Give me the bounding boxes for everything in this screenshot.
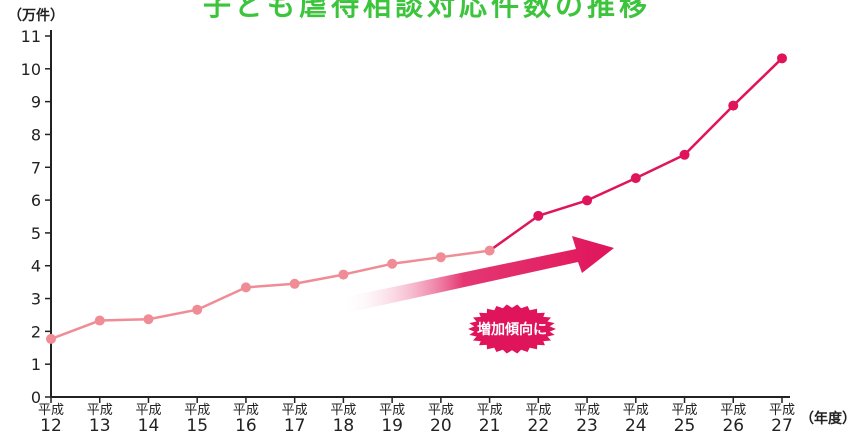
x-tick-era-label: 平成 (477, 403, 503, 418)
x-tick-year-label: 17 (284, 416, 306, 435)
series-line-segment (488, 214, 540, 252)
x-tick-era-label: 平成 (379, 403, 405, 418)
annotation-text: 増加傾向に (477, 321, 547, 338)
series-line-segment (342, 262, 394, 276)
series-line-segment (683, 104, 735, 157)
data-point (484, 245, 495, 256)
series-line-segment (293, 273, 345, 286)
series-line-segment (439, 249, 491, 259)
x-tick-era-label: 平成 (38, 403, 64, 418)
x-tick-year-label: 24 (625, 416, 647, 435)
x-tick-era-label: 平成 (720, 403, 746, 418)
chart-title: 子ども虐待相談対応件数の推移 (202, 0, 651, 22)
x-tick-year-label: 13 (89, 416, 111, 435)
y-tick-label: 3 (31, 290, 41, 309)
series-line-segment (634, 153, 686, 180)
data-point (387, 258, 398, 269)
x-tick-era-label: 平成 (184, 403, 210, 418)
series-line-segment (585, 176, 638, 202)
data-point (582, 195, 593, 206)
annotation-badge-shape (468, 304, 556, 354)
data-point (777, 53, 787, 64)
y-tick-label: 9 (31, 93, 41, 112)
y-tick-label: 2 (31, 322, 41, 341)
x-tick-year-label: 15 (186, 416, 208, 435)
y-tick-label: 1 (31, 355, 41, 374)
x-tick-year-label: 26 (722, 416, 744, 435)
y-tick-label: 5 (31, 224, 41, 243)
x-tick-year-label: 16 (235, 416, 257, 435)
series-line-segment (98, 317, 150, 322)
y-tick-label: 0 (31, 388, 41, 407)
x-tick-year-label: 27 (771, 416, 793, 435)
x-tick-year-label: 25 (674, 416, 696, 435)
y-tick-label: 11 (21, 27, 41, 46)
y-tick-label: 10 (21, 60, 41, 79)
y-ticks: 0 1 2 3 4 5 6 7 8 9 10 11 (21, 27, 51, 407)
x-ticks: 平成12平成13平成14平成15平成16平成17平成18平成19平成20平成21… (38, 397, 795, 435)
series-line-segment (147, 308, 199, 321)
data-point (94, 315, 105, 326)
data-point (240, 282, 251, 293)
data-point (46, 333, 56, 344)
x-tick-era-label: 平成 (135, 403, 161, 418)
axes (50, 30, 790, 398)
data-point (192, 304, 203, 315)
x-tick-year-label: 18 (333, 416, 355, 435)
x-tick-year-label: 12 (40, 416, 62, 435)
x-tick-era-label: 平成 (623, 403, 649, 418)
data-point (728, 100, 739, 111)
x-tick-era-label: 平成 (282, 403, 308, 418)
x-tick-era-label: 平成 (233, 403, 259, 418)
trend-arrow (340, 236, 614, 314)
x-tick-year-label: 14 (138, 416, 160, 435)
data-point (630, 173, 641, 184)
data-point (435, 252, 446, 263)
series-line-segment (49, 319, 101, 341)
x-tick-era-label: 平成 (769, 403, 795, 418)
data-point (679, 149, 690, 160)
series-line-segment (195, 286, 248, 311)
data-point (338, 269, 349, 280)
x-tick-era-label: 平成 (428, 403, 454, 418)
y-tick-label: 4 (31, 257, 41, 276)
data-point (289, 278, 300, 289)
x-tick-era-label: 平成 (672, 403, 698, 418)
x-axis-label: （年度） (800, 410, 854, 427)
y-tick-label: 6 (31, 191, 41, 210)
x-tick-year-label: 20 (430, 416, 452, 435)
series-line-segment (390, 255, 443, 266)
y-tick-label: 7 (31, 158, 41, 177)
trend-arrow-shape (340, 236, 614, 314)
x-tick-year-label: 22 (528, 416, 550, 435)
series-line-segment (732, 57, 784, 107)
x-tick-year-label: 21 (479, 416, 501, 435)
x-tick-era-label: 平成 (87, 403, 113, 418)
y-tick-label: 8 (31, 125, 41, 144)
data-point (143, 314, 154, 325)
series-line-segment (537, 199, 589, 218)
series-line-segment (244, 282, 296, 289)
x-tick-year-label: 23 (576, 416, 598, 435)
x-tick-era-label: 平成 (330, 403, 356, 418)
x-tick-era-label: 平成 (574, 403, 600, 418)
annotation-badge: 増加傾向に (468, 304, 556, 354)
x-tick-era-label: 平成 (525, 403, 551, 418)
data-series (46, 53, 787, 344)
data-point (533, 210, 544, 221)
y-axis-label: （万件） (8, 7, 64, 24)
x-tick-year-label: 19 (381, 416, 403, 435)
